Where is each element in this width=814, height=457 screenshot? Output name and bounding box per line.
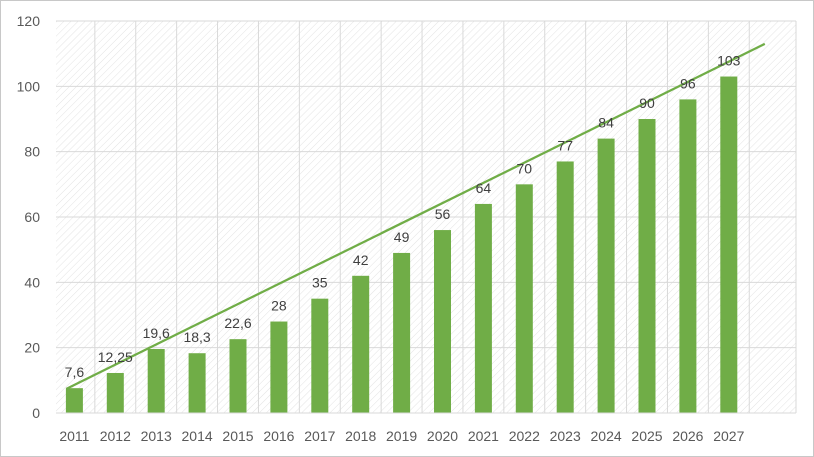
- data-label-2013: 19,6: [143, 325, 170, 341]
- y-tick-label: 120: [17, 13, 41, 29]
- data-label-2016: 28: [271, 298, 287, 314]
- data-label-2023: 77: [557, 137, 573, 153]
- bar-2021: [474, 203, 492, 413]
- data-label-2017: 35: [312, 275, 328, 291]
- gridlines: [56, 20, 797, 414]
- bar-2024: [597, 138, 615, 413]
- data-label-2015: 22,6: [224, 315, 251, 331]
- data-label-2021: 64: [476, 180, 492, 196]
- x-tick-label: 2022: [509, 428, 540, 444]
- x-tick-label: 2020: [427, 428, 458, 444]
- x-tick-label: 2021: [468, 428, 499, 444]
- x-tick-label: 2012: [100, 428, 131, 444]
- bar-2019: [393, 252, 411, 413]
- x-tick-label: 2016: [263, 428, 294, 444]
- bar-2022: [515, 184, 533, 413]
- x-tick-label: 2017: [304, 428, 335, 444]
- x-tick-label: 2011: [59, 428, 89, 444]
- y-tick-label: 80: [24, 144, 40, 160]
- y-tick-label: 20: [24, 340, 40, 356]
- data-label-2012: 12,25: [98, 349, 133, 365]
- x-tick-label: 2023: [550, 428, 581, 444]
- bar-2023: [556, 161, 574, 413]
- trendline: [65, 42, 766, 390]
- x-tick-label: 2027: [713, 428, 744, 444]
- data-label-2019: 49: [394, 229, 410, 245]
- y-tick-label: 0: [32, 405, 40, 421]
- bar-2011: [65, 388, 83, 413]
- data-label-2018: 42: [353, 252, 369, 268]
- data-label-2025: 90: [639, 95, 655, 111]
- bar-2016: [270, 321, 288, 413]
- bar-2026: [679, 99, 697, 414]
- data-label-2011: 7,6: [65, 364, 85, 380]
- x-tick-label: 2025: [631, 428, 662, 444]
- bar-2020: [434, 230, 451, 413]
- x-tick-label: 2018: [345, 428, 376, 444]
- bar-2025: [638, 119, 656, 413]
- x-tick-label: 2015: [222, 428, 253, 444]
- bar-2014: [188, 353, 206, 413]
- bars: [65, 76, 738, 414]
- y-tick-label: 40: [24, 274, 40, 290]
- data-label-2027: 103: [717, 53, 741, 69]
- data-labels: 7,6 12,25 19,6 18,3 22,6 28 35 42 49 56 64 70 77 84 90…: [65, 53, 741, 381]
- x-tick-label: 2019: [386, 428, 417, 444]
- x-tick-label: 2026: [672, 428, 703, 444]
- bar-2015: [229, 339, 247, 413]
- bar-2018: [352, 275, 370, 413]
- x-tick-label: 2014: [182, 428, 213, 444]
- data-label-2024: 84: [598, 115, 614, 131]
- y-tick-label: 60: [24, 209, 40, 225]
- data-label-2014: 18,3: [183, 329, 210, 345]
- x-axis: 2011 2012 2013 2014 2015 2016 2017 2018 2019 2020…: [56, 412, 796, 444]
- y-axis: 0 20 40 60 80 100 120: [17, 13, 41, 421]
- bar-2027: [720, 76, 738, 414]
- bar-2012: [106, 372, 124, 413]
- x-tick-label: 2013: [141, 428, 172, 444]
- y-tick-label: 100: [17, 78, 41, 94]
- bar-2013: [147, 348, 165, 413]
- trendline-layer: [65, 42, 766, 390]
- data-label-2026: 96: [680, 75, 696, 91]
- data-label-2022: 70: [517, 160, 533, 176]
- bar-2017: [311, 298, 329, 413]
- x-tick-label: 2024: [591, 428, 622, 444]
- data-label-2020: 56: [435, 206, 451, 222]
